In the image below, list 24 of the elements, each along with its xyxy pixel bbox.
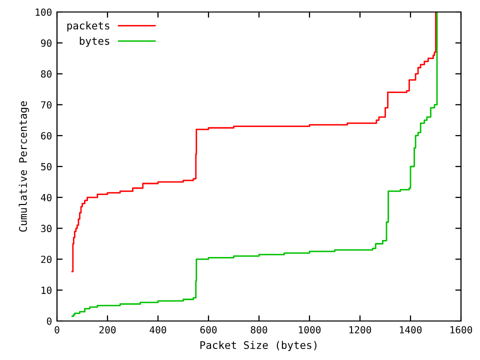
x-tick-label: 400 [150,326,166,334]
x-tick-label: 1400 [400,326,422,334]
y-tick-label: 0 [46,318,52,325]
y-tick-label: 100 [36,8,52,16]
x-axis-title: Packet Size (bytes) [200,340,316,352]
x-tick-label: 1600 [450,326,472,334]
y-tick-label: 70 [41,101,52,109]
y-tick-label: 30 [41,224,52,232]
y-tick-label: 80 [41,70,52,78]
y-tick-label: 60 [41,132,52,140]
y-axis-title: Cumulative Percentage [18,101,30,232]
x-tick-label: 1200 [349,326,372,334]
x-tick-label: 0 [54,326,60,334]
y-tick-label: 40 [40,194,52,202]
x-tick-label: 800 [250,326,268,334]
y-tick-label: 20 [41,256,52,264]
x-tick-label: 600 [200,326,217,334]
legend-label: packets [67,21,110,32]
x-tick-label: 1000 [298,326,321,334]
x-tick-label: 200 [99,326,116,334]
y-tick-label: 50 [41,163,52,170]
y-tick-label: 10 [42,286,52,294]
legend-label: bytes [80,36,110,47]
y-tick-label: 90 [41,39,52,47]
